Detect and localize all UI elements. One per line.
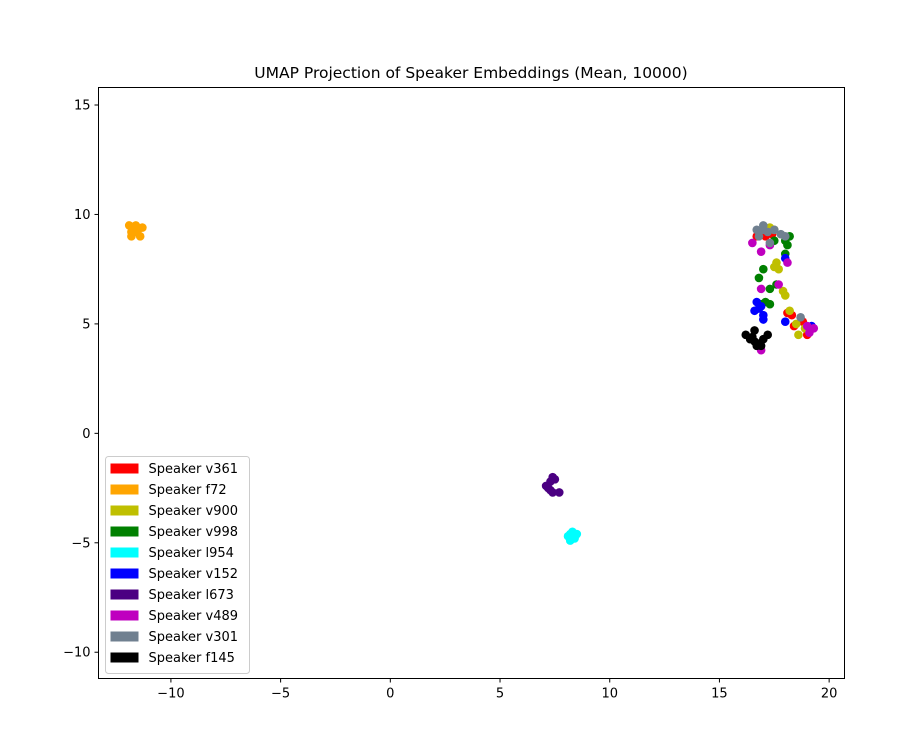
points-layer — [124, 221, 819, 545]
data-point — [765, 284, 775, 294]
data-point — [568, 534, 577, 543]
plot-frame — [98, 87, 845, 679]
x-tick-label: −10 — [157, 687, 184, 702]
series-9 — [741, 326, 773, 351]
data-point — [780, 232, 790, 241]
data-point — [754, 304, 764, 313]
legend-label: Speaker f72 — [149, 483, 227, 498]
data-point — [794, 330, 803, 340]
legend-swatch — [110, 610, 139, 621]
y-axis: −10 −5 0 5 10 15 — [63, 99, 99, 661]
legend-swatch — [110, 484, 139, 495]
legend-swatch — [110, 589, 139, 600]
data-point — [759, 315, 768, 324]
data-point — [756, 284, 766, 294]
x-axis: −10 −5 0 5 10 15 20 — [157, 678, 838, 702]
data-point — [785, 306, 794, 316]
data-point — [754, 273, 764, 283]
data-point — [769, 225, 779, 235]
legend-label: Speaker l954 — [149, 546, 234, 561]
data-point — [745, 334, 755, 344]
x-tick-label: 10 — [601, 687, 618, 702]
legend-label: Speaker v998 — [149, 525, 239, 540]
legend-swatch — [110, 463, 139, 474]
legend: Speaker v361 Speaker f72 Speaker v900 Speak… — [105, 456, 250, 674]
data-point — [131, 227, 141, 237]
x-tick-label: 5 — [496, 687, 504, 702]
data-point — [763, 330, 773, 340]
x-tick-label: 0 — [386, 687, 394, 702]
data-point — [802, 321, 812, 331]
series-4 — [563, 527, 582, 545]
data-point — [752, 341, 762, 351]
legend-label: Speaker v489 — [149, 609, 239, 624]
series-6 — [541, 472, 564, 497]
x-tick-label: −5 — [271, 687, 290, 702]
legend-label: Speaker l673 — [149, 588, 234, 603]
data-point — [124, 221, 134, 230]
data-point — [752, 225, 762, 235]
data-point — [754, 232, 764, 241]
legend-label: Speaker v361 — [149, 462, 239, 477]
y-tick-label: 5 — [82, 317, 90, 332]
data-point — [750, 326, 759, 335]
data-point — [805, 328, 814, 337]
y-tick-label: −10 — [63, 646, 90, 661]
y-tick-label: 15 — [74, 99, 91, 114]
data-point — [765, 299, 775, 309]
legend-swatch — [110, 547, 139, 558]
data-point — [759, 225, 768, 235]
legend-box — [105, 456, 250, 674]
data-point — [780, 317, 790, 327]
data-point — [756, 247, 766, 256]
legend-label: Speaker v301 — [149, 630, 239, 645]
y-tick-label: 10 — [74, 208, 91, 223]
data-point — [748, 238, 757, 248]
chart-title: UMAP Projection of Speaker Embeddings (M… — [254, 64, 687, 82]
data-point — [550, 475, 560, 484]
legend-swatch — [110, 652, 139, 663]
data-point — [774, 280, 783, 289]
data-point — [546, 485, 555, 495]
legend-label: Speaker v152 — [149, 567, 239, 582]
data-point — [791, 319, 801, 329]
legend-label: Speaker f145 — [149, 651, 235, 666]
legend-swatch — [110, 631, 139, 642]
series-1 — [124, 221, 147, 241]
legend-swatch — [110, 505, 139, 516]
x-tick-label: 15 — [711, 687, 728, 702]
data-point — [554, 488, 564, 497]
legend-swatch — [110, 568, 139, 579]
data-point — [769, 262, 779, 272]
y-tick-label: −5 — [71, 536, 90, 551]
data-point — [759, 264, 768, 274]
x-tick-label: 20 — [821, 687, 838, 702]
legend-swatch — [110, 526, 139, 537]
y-tick-label: 0 — [82, 427, 90, 442]
data-point — [780, 291, 790, 300]
series-8 — [752, 221, 805, 322]
data-point — [783, 258, 792, 267]
data-point — [796, 313, 805, 322]
legend-label: Speaker v900 — [149, 504, 239, 519]
data-point — [783, 240, 792, 250]
data-point — [765, 238, 775, 248]
